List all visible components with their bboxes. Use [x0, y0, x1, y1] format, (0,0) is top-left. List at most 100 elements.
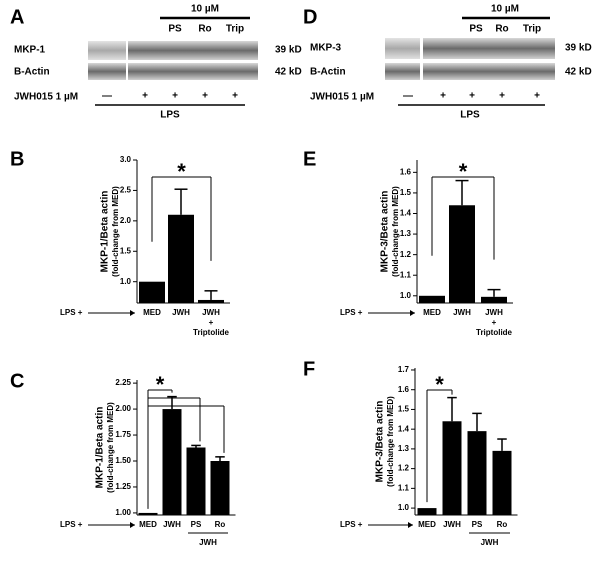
x-prefix: LPS +	[340, 520, 363, 529]
y-axis-label: MKP-1/Beta actin	[95, 407, 106, 489]
y-tick-label: 1.6	[400, 167, 412, 176]
y-tick-label: 1.2	[400, 250, 412, 259]
treatment-label: Trip	[523, 24, 541, 35]
stim-sign: +	[469, 91, 475, 102]
stim-sign: +	[172, 91, 178, 102]
bar	[442, 421, 462, 515]
y-tick-label: 2.00	[115, 404, 131, 413]
x-tick-label: MED	[143, 308, 161, 317]
treatment-label: Trip	[226, 24, 244, 35]
blot-row-label: MKP-3	[310, 43, 342, 54]
bar	[198, 299, 224, 303]
blot-size-label: 39 kD	[565, 43, 592, 54]
y-tick-label: 1.6	[398, 385, 410, 394]
stim-sign: +	[232, 91, 238, 102]
blot-images	[88, 38, 555, 80]
y-tick-label: 1.7	[398, 365, 410, 374]
blot-row-label: MKP-1	[14, 45, 46, 56]
bar	[162, 409, 182, 515]
bar	[492, 450, 512, 515]
y-tick-label: 1.5	[400, 188, 412, 197]
y-tick-label: 2.25	[115, 378, 131, 387]
bar	[186, 447, 206, 515]
y-axis-sublabel: (fold-change from MED)	[391, 186, 400, 277]
treatment-label: Ro	[198, 24, 211, 35]
group-label: JWH	[481, 538, 499, 547]
arrow-head	[130, 522, 135, 528]
y-tick-label: 1.2	[398, 464, 410, 473]
y-tick-label: 3.0	[120, 155, 132, 164]
treatment-note: +	[209, 318, 214, 327]
panel-letter: C	[10, 370, 24, 392]
stim-label: JWH015 1 µM	[310, 92, 374, 103]
y-tick-label: 2.5	[120, 186, 132, 195]
significance: *	[177, 159, 186, 184]
stim-sign: +	[142, 91, 148, 102]
blot-size-label: 42 kD	[565, 67, 592, 78]
bar	[139, 281, 165, 303]
treatment-note: Triptolide	[476, 328, 513, 337]
stim-label: JWH015 1 µM	[14, 92, 78, 103]
y-tick-label: 1.0	[120, 277, 132, 286]
stim-sign: +	[202, 91, 208, 102]
arrow-head	[408, 522, 413, 528]
y-tick-label: 1.25	[115, 482, 131, 491]
bar	[210, 461, 230, 515]
x-tick-label: JWH	[443, 520, 461, 529]
y-axis-sublabel: (fold-change from MED)	[386, 396, 395, 487]
arrow-head	[410, 310, 415, 316]
y-tick-label: 1.5	[398, 405, 410, 414]
y-tick-label: 1.50	[115, 456, 131, 465]
stim-sign: +	[534, 91, 540, 102]
bar	[417, 508, 437, 515]
blot-size-label: 39 kD	[275, 45, 302, 56]
blot-footer: LPS	[160, 110, 180, 121]
y-tick-label: 1.0	[398, 503, 410, 512]
stim-sign: +	[499, 91, 505, 102]
treatment-label: PS	[168, 24, 182, 35]
significance: *	[459, 159, 468, 184]
x-tick-label: JWH	[172, 308, 190, 317]
y-axis-sublabel: (fold-change from MED)	[111, 186, 120, 277]
panel-letter: D	[303, 6, 317, 28]
y-tick-label: 1.1	[398, 483, 410, 492]
y-tick-label: 1.1	[400, 270, 412, 279]
treatment-label: PS	[469, 24, 483, 35]
treatment-note: +	[492, 318, 497, 327]
y-tick-label: 1.4	[400, 209, 412, 218]
y-tick-label: 1.0	[400, 291, 412, 300]
x-tick-label: Ro	[215, 520, 226, 529]
y-axis-label: MKP-3/Beta actin	[375, 401, 386, 483]
bar	[168, 214, 194, 303]
panel-letter: F	[303, 358, 315, 380]
bar	[481, 296, 507, 303]
x-tick-label: MED	[418, 520, 436, 529]
y-tick-label: 1.5	[120, 246, 132, 255]
blot-size-label: 42 kD	[275, 67, 302, 78]
x-prefix: LPS +	[60, 308, 83, 317]
x-tick-label: Ro	[497, 520, 508, 529]
blot-row-label: B-Actin	[310, 67, 346, 78]
stim-sign: —	[403, 91, 413, 102]
x-tick-label: JWH	[202, 308, 220, 317]
y-tick-label: 2.0	[120, 216, 132, 225]
stim-sign: +	[440, 91, 446, 102]
x-tick-label: PS	[472, 520, 483, 529]
panel-letter: B	[10, 148, 24, 170]
bar	[467, 431, 487, 515]
significance: *	[435, 372, 444, 397]
group-label: JWH	[199, 538, 217, 547]
y-axis-sublabel: (fold-change from MED)	[106, 402, 115, 493]
y-tick-label: 1.75	[115, 430, 131, 439]
bar	[138, 512, 158, 515]
y-axis-label: MKP-1/Beta actin	[100, 191, 111, 273]
bar	[449, 205, 475, 303]
x-prefix: LPS +	[340, 308, 363, 317]
x-tick-label: PS	[191, 520, 202, 529]
significance: *	[156, 372, 165, 397]
bar	[419, 295, 445, 303]
stim-sign: —	[102, 91, 112, 102]
treatment-header: 10 µM	[491, 4, 519, 15]
blot-row-label: B-Actin	[14, 67, 50, 78]
